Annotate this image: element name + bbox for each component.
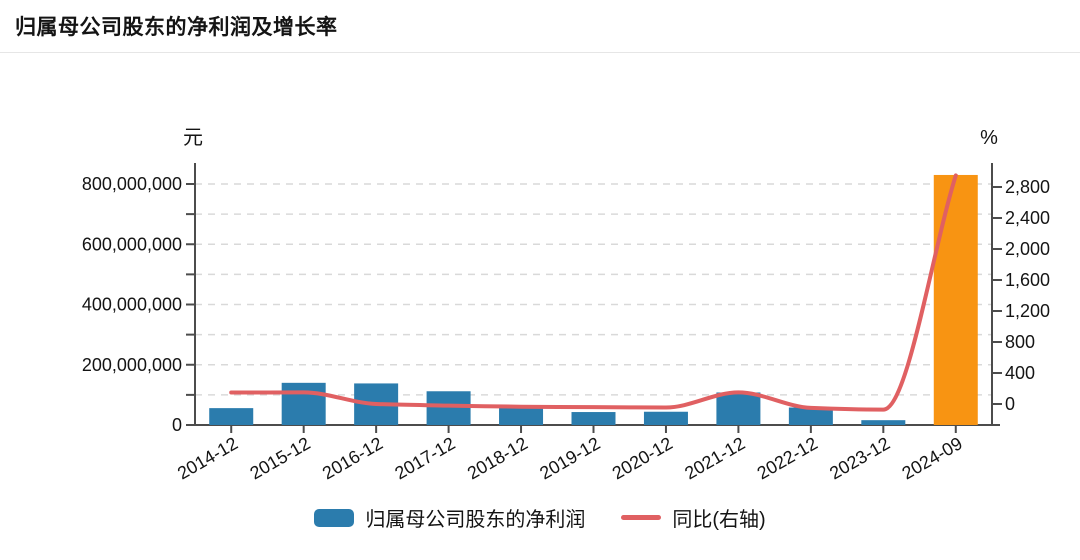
x-axis-tick-label: 2018-12	[464, 433, 531, 483]
net-profit-bar[interactable]	[861, 420, 906, 425]
x-axis-tick-label: 2019-12	[536, 433, 603, 483]
right-axis-tick-label: 400	[1005, 363, 1035, 383]
x-axis-tick-label: 2014-12	[174, 433, 241, 483]
net-profit-bar[interactable]	[571, 412, 616, 425]
left-axis-tick-label: 0	[172, 415, 182, 435]
chart-legend: 归属母公司股东的净利润 同比(右轴)	[0, 503, 1080, 532]
legend-item-net-profit[interactable]: 归属母公司股东的净利润	[314, 503, 585, 532]
x-axis-tick-label: 2023-12	[826, 433, 893, 483]
right-axis-tick-label: 2,400	[1005, 208, 1050, 228]
left-axis-tick-label: 800,000,000	[82, 174, 182, 194]
right-axis-unit-label: %	[980, 127, 998, 149]
x-axis-tick-label: 2016-12	[319, 433, 386, 483]
x-axis-tick-label: 2021-12	[681, 433, 748, 483]
yoy-growth-line	[229, 173, 958, 412]
legend-label-yoy: 同比(右轴)	[672, 509, 766, 531]
right-axis-tick-label: 2,000	[1005, 239, 1050, 259]
bar-series-swatch-icon	[314, 508, 355, 527]
right-axis-tick-label: 1,200	[1005, 301, 1050, 321]
net-profit-bar[interactable]	[643, 411, 688, 425]
x-axis-tick-label: 2015-12	[246, 433, 313, 483]
legend-item-yoy[interactable]: 同比(右轴)	[621, 503, 766, 532]
left-axis-tick-label: 400,000,000	[82, 295, 182, 315]
right-axis-tick-label: 1,600	[1005, 270, 1050, 290]
left-axis-unit-label: 元	[183, 127, 203, 149]
x-axis-tick-label: 2020-12	[609, 433, 676, 483]
net-profit-bar[interactable]	[788, 407, 833, 425]
right-axis-tick-label: 0	[1005, 394, 1015, 414]
legend-label-net-profit: 归属母公司股东的净利润	[365, 509, 586, 531]
right-axis-tick-label: 2,800	[1005, 177, 1050, 197]
x-axis-tick-label: 2022-12	[754, 433, 821, 483]
left-axis-tick-label: 600,000,000	[82, 234, 182, 254]
net-profit-bar[interactable]	[933, 174, 978, 425]
line-series-swatch-icon	[621, 515, 662, 520]
right-axis-tick-label: 800	[1005, 332, 1035, 352]
left-axis-tick-label: 200,000,000	[82, 355, 182, 375]
page-header: 归属母公司股东的净利润及增长率	[0, 0, 1080, 53]
net-profit-bar[interactable]	[281, 382, 326, 425]
net-profit-bar[interactable]	[499, 407, 544, 425]
net-profit-bar[interactable]	[716, 392, 761, 425]
x-axis-tick-label: 2017-12	[391, 433, 458, 483]
net-profit-bar[interactable]	[426, 391, 471, 425]
net-profit-bar[interactable]	[209, 408, 254, 425]
page-title: 归属母公司股东的净利润及增长率	[15, 16, 338, 39]
x-axis-tick-label: 2024-09	[899, 433, 966, 483]
